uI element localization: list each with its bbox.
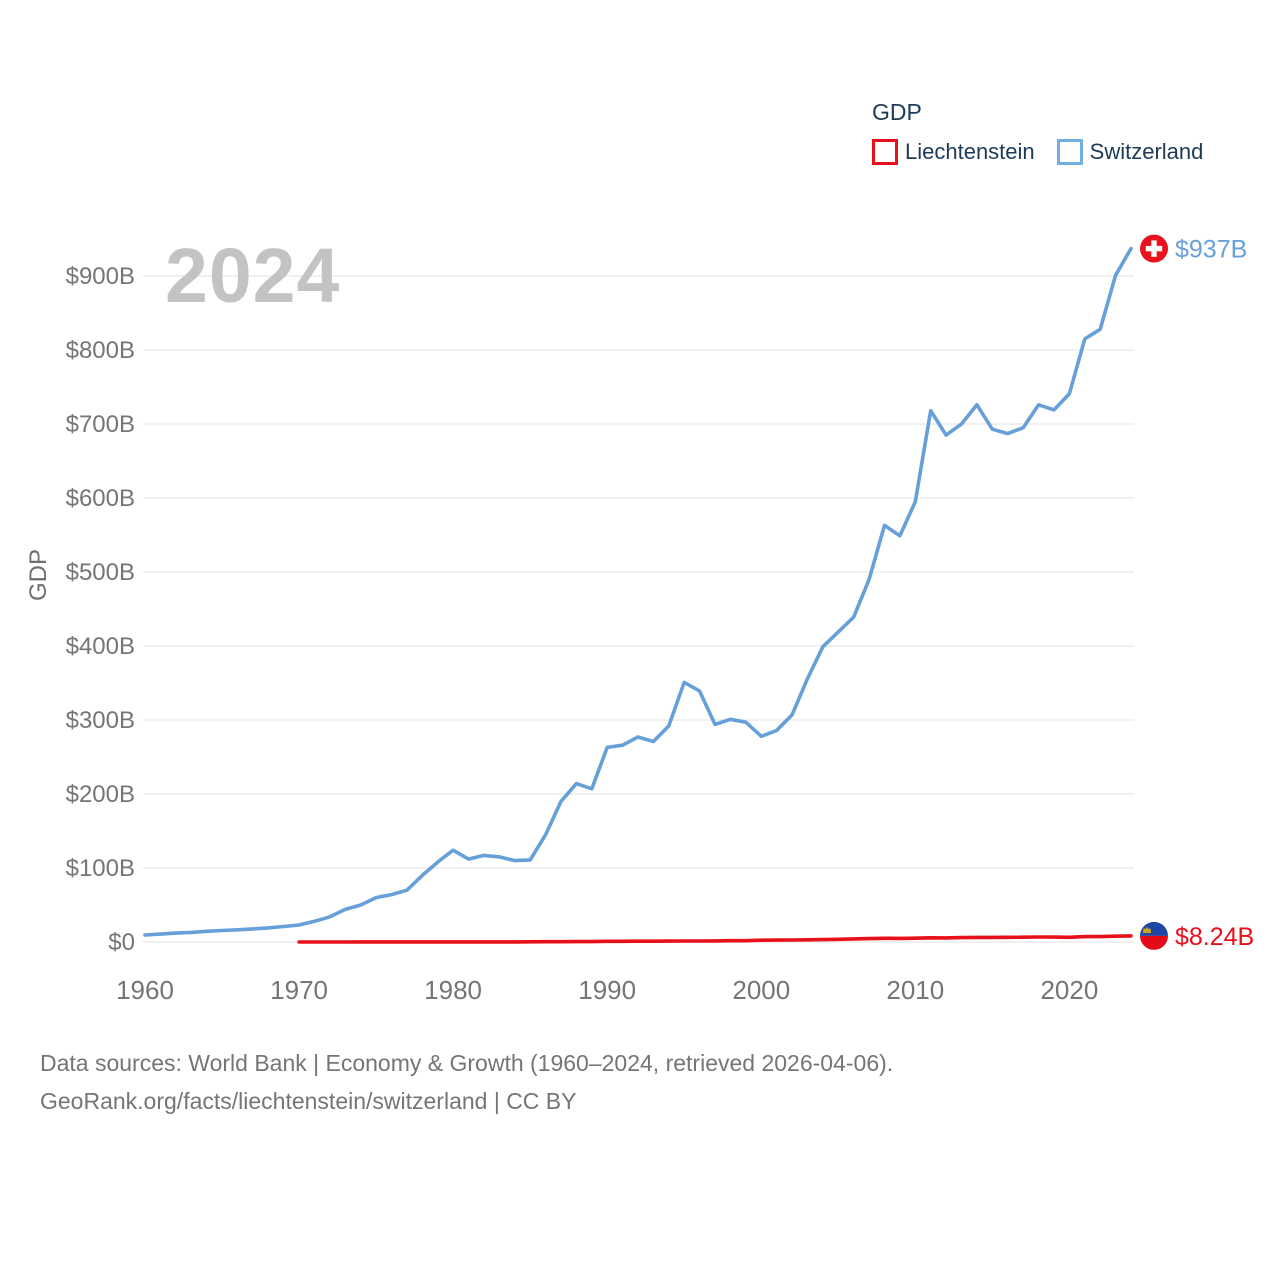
legend-swatch-icon: [872, 139, 898, 165]
x-tick-label: 1970: [270, 975, 328, 1005]
legend-item-switzerland[interactable]: Switzerland: [1056, 139, 1204, 165]
liechtenstein-flag-icon: [1140, 921, 1168, 950]
series-line-switzerland: [143, 246, 1133, 937]
legend-item-liechtenstein[interactable]: Liechtenstein: [872, 139, 1035, 165]
attribution-footer: Data sources: World Bank | Economy & Gro…: [40, 1044, 893, 1120]
x-tick-label: 1990: [578, 975, 636, 1005]
y-tick-label: $600B: [66, 485, 135, 512]
y-tick-label: $0: [108, 929, 135, 956]
y-tick-label: $500B: [66, 559, 135, 586]
x-axis-tick-labels: 1960 1970 1980 1990 2000 2010 2020: [116, 975, 1098, 1005]
chart-legend: GDP Liechtenstein Switzerland: [872, 99, 1203, 165]
y-tick-label: $700B: [66, 411, 135, 438]
y-axis-tick-labels: $0 $100B $200B $300B $400B $500B $600B $700B $80…: [66, 263, 135, 956]
x-tick-label: 2000: [732, 975, 790, 1005]
source-url-line: GeoRank.org/facts/liechtenstein/switzerl…: [40, 1088, 577, 1114]
legend-item-label: Liechtenstein: [905, 139, 1035, 164]
series-lines: [143, 246, 1133, 944]
x-tick-label: 2020: [1040, 975, 1098, 1005]
y-tick-label: $400B: [66, 633, 135, 660]
x-tick-label: 1960: [116, 975, 174, 1005]
x-tick-label: 1980: [424, 975, 482, 1005]
legend-items: Liechtenstein Switzerland: [872, 139, 1203, 165]
y-tick-label: $300B: [66, 707, 135, 734]
liechtenstein-end-value-label: $8.24B: [1175, 923, 1254, 951]
y-tick-label: $900B: [66, 263, 135, 290]
gridlines: [143, 275, 1134, 943]
y-tick-label: $800B: [66, 337, 135, 364]
year-watermark: 2024: [165, 233, 340, 319]
y-axis-title: GDP: [25, 549, 52, 601]
legend-item-label: Switzerland: [1089, 139, 1204, 164]
switzerland-flag-icon: [1140, 234, 1168, 263]
y-tick-label: $200B: [66, 781, 135, 808]
switzerland-end-value-label: $937B: [1175, 236, 1247, 264]
legend-title: GDP: [872, 99, 922, 125]
series-line-liechtenstein: [297, 934, 1133, 944]
crown-glyph: [1143, 926, 1151, 932]
y-tick-label: $100B: [66, 855, 135, 882]
legend-swatch-icon: [1056, 139, 1083, 165]
x-tick-label: 2010: [886, 975, 944, 1005]
data-sources-line: Data sources: World Bank | Economy & Gro…: [40, 1050, 894, 1076]
